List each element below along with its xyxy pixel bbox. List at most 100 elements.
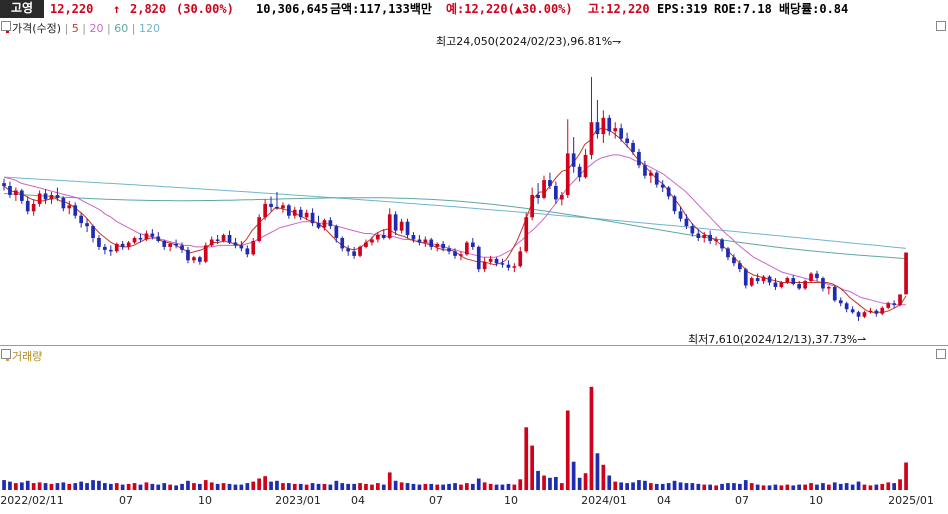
candle-body — [743, 269, 748, 286]
x-tick-label: 2024/01 — [581, 494, 627, 507]
candle-body — [625, 138, 629, 143]
candle-body — [221, 235, 226, 241]
panel-select-box-icon[interactable] — [1, 21, 11, 31]
panel-maximize-box-icon[interactable] — [936, 21, 946, 31]
candle-body — [43, 193, 48, 200]
current-price: 12,220 — [50, 2, 94, 16]
max-price-annotation: 최고24,050(2024/02/23),96.81%⇁ — [436, 33, 621, 49]
volume-bar — [785, 484, 790, 490]
candle-body — [500, 263, 505, 265]
candle-body — [886, 303, 891, 308]
candle-body — [880, 307, 885, 314]
volume-bar — [666, 483, 671, 490]
candle-body — [577, 166, 582, 178]
volume-bar — [488, 483, 493, 490]
volume-bar — [387, 472, 392, 490]
volume-bar — [577, 477, 582, 490]
candle-body — [233, 242, 238, 246]
volume-bar — [340, 483, 345, 490]
volume-bar — [809, 483, 813, 490]
candle-body — [257, 217, 261, 241]
candle-body — [328, 220, 333, 227]
candle-body — [548, 180, 552, 186]
volume-select-box-icon[interactable] — [1, 349, 11, 359]
ma5-line — [3, 127, 907, 313]
candle-body — [180, 245, 184, 250]
candle-body — [506, 264, 511, 268]
volume-bar — [476, 478, 481, 490]
candle-body — [85, 223, 89, 227]
volume-bar — [571, 461, 576, 490]
candle-body — [144, 233, 149, 240]
volume-panel[interactable]: 거래량 — [0, 346, 948, 491]
volume-bar — [239, 484, 244, 490]
volume-bar — [844, 483, 849, 490]
candle-body — [601, 117, 606, 135]
volume-bar — [79, 481, 83, 490]
candle-body — [168, 243, 172, 247]
volume-bar — [595, 453, 600, 490]
candle-body — [49, 195, 54, 200]
candle-body — [494, 258, 499, 264]
candle-body — [773, 282, 778, 287]
candle-body — [239, 245, 244, 249]
candle-body — [245, 248, 250, 255]
volume-bar — [471, 483, 475, 490]
volume-bar — [292, 483, 297, 490]
volume-bar — [417, 484, 422, 490]
min-price-annotation: 최저7,610(2024/12/13),37.73%⇀ — [688, 331, 866, 347]
price-chart — [2, 76, 908, 321]
expected-price: 예:12,220(▲30.00%) — [446, 2, 573, 16]
max-price-text: 최고24,050(2024/02/23),96.81% — [436, 35, 613, 48]
candle-body — [174, 243, 178, 246]
candle-body — [536, 195, 540, 198]
candle-body — [79, 215, 83, 224]
volume-bar — [251, 481, 256, 490]
volume-bar — [886, 482, 891, 490]
candle-body — [126, 242, 131, 247]
x-tick-label: 07 — [119, 494, 133, 507]
volume-bar — [316, 483, 321, 490]
candle-body — [381, 235, 386, 238]
volume-bar — [732, 483, 736, 490]
candle-body — [726, 248, 730, 258]
volume-bar — [530, 445, 534, 490]
volume-bar — [174, 485, 178, 490]
candle-body — [779, 282, 784, 287]
candle-body — [150, 233, 155, 237]
candle-body — [809, 273, 813, 281]
volume-bar — [411, 483, 416, 490]
candle-body — [904, 252, 908, 295]
candle-body — [103, 246, 107, 250]
price-panel[interactable]: 가격(수정) | 5 | 20 | 60 | 120 최고24,050(2024… — [0, 18, 948, 346]
candle-body — [690, 226, 695, 234]
volume-bar — [589, 386, 594, 490]
candle-body — [714, 239, 718, 241]
x-tick-label: 10 — [809, 494, 823, 507]
volume-bar — [738, 483, 742, 490]
volume-bar — [399, 482, 404, 490]
candle-body — [512, 266, 517, 268]
stock-name[interactable]: 고영 — [0, 0, 44, 18]
volume-bar — [904, 462, 908, 490]
volume-bar — [649, 483, 653, 490]
volume-bar — [536, 470, 540, 490]
candle-body — [37, 193, 42, 204]
volume-maximize-box-icon[interactable] — [936, 349, 946, 359]
candle-body — [399, 221, 404, 231]
volume-total: 10,306,645 — [256, 2, 329, 16]
max-arrow-icon: ⇁ — [612, 35, 622, 48]
candle-body — [595, 122, 600, 135]
candle-body — [678, 211, 683, 219]
candle-body — [269, 203, 273, 207]
volume-bar — [506, 483, 511, 490]
volume-bar — [352, 483, 356, 490]
candle-body — [720, 239, 724, 249]
volume-bar — [696, 483, 701, 490]
legend-ma5: 5 — [71, 22, 79, 35]
volume-bar — [619, 482, 623, 490]
volume-bar — [607, 475, 612, 490]
volume-bar — [512, 484, 517, 490]
candle-body — [476, 246, 481, 270]
volume-bar — [73, 483, 78, 490]
